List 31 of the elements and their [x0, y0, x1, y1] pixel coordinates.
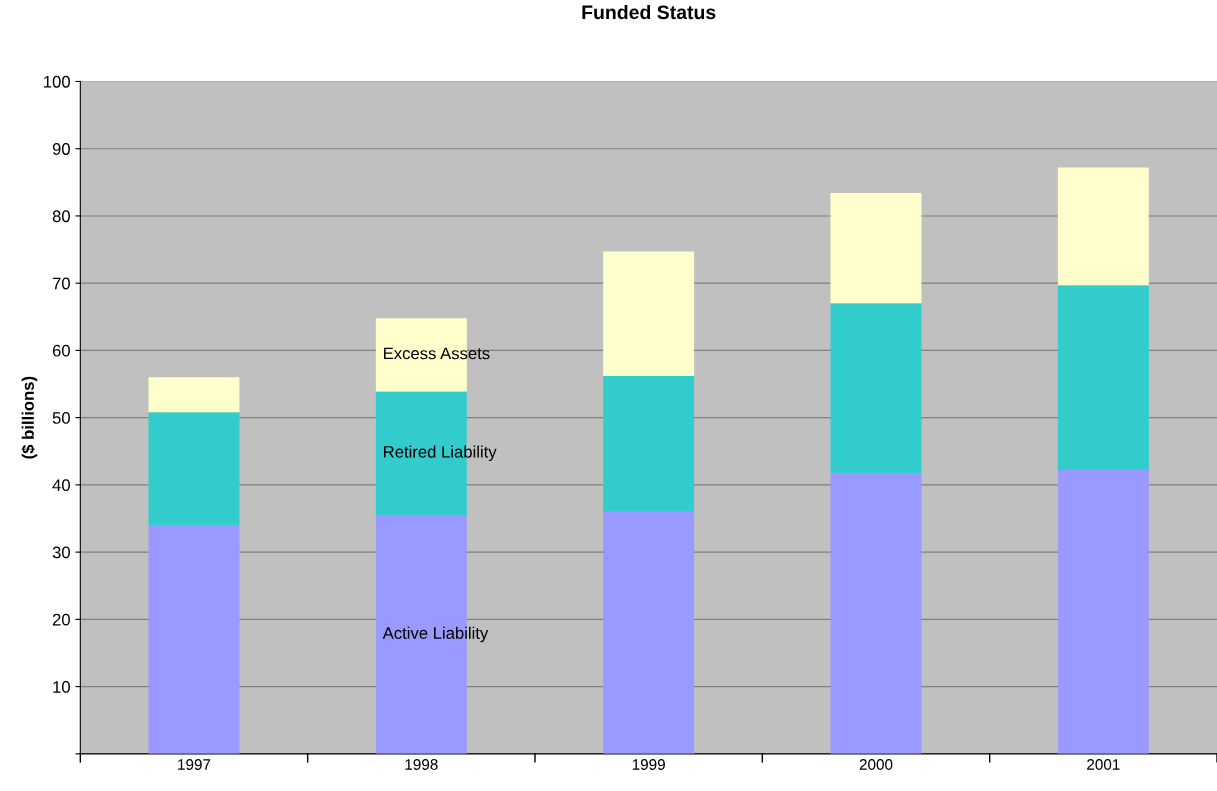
y-tick-label: 30	[52, 546, 70, 559]
bar	[830, 473, 922, 754]
y-axis-title: ($ billions)	[21, 376, 38, 459]
bar	[148, 377, 240, 413]
bar	[603, 375, 695, 512]
bar	[603, 511, 695, 754]
series-label: Excess Assets	[384, 347, 490, 360]
y-tick-label: 80	[52, 210, 70, 223]
chart-title: Funded Status	[582, 4, 716, 20]
bar	[830, 303, 922, 474]
y-tick-label: 20	[52, 613, 70, 626]
y-tick-label: 50	[52, 412, 70, 424]
bar	[1057, 285, 1149, 471]
y-tick-label: 40	[52, 479, 70, 492]
y-tick-label: 10	[53, 680, 70, 693]
x-tick-label: 2001	[1087, 759, 1120, 770]
y-tick-label: 100	[44, 75, 70, 88]
y-tick-label: 70	[52, 277, 70, 290]
bar	[603, 251, 695, 376]
bar	[830, 193, 922, 304]
bar	[148, 525, 240, 754]
x-tick-label: 1997	[178, 759, 211, 770]
y-tick-label: 90	[52, 143, 70, 155]
x-tick-label: 1999	[632, 759, 665, 770]
bar	[1057, 167, 1149, 286]
y-tick-label: 60	[52, 344, 70, 357]
bar	[1057, 470, 1149, 754]
bar	[148, 412, 240, 526]
x-tick-label: 1998	[405, 759, 438, 770]
x-tick-label: 2000	[859, 759, 893, 770]
series-label: Active Liability	[382, 626, 489, 643]
